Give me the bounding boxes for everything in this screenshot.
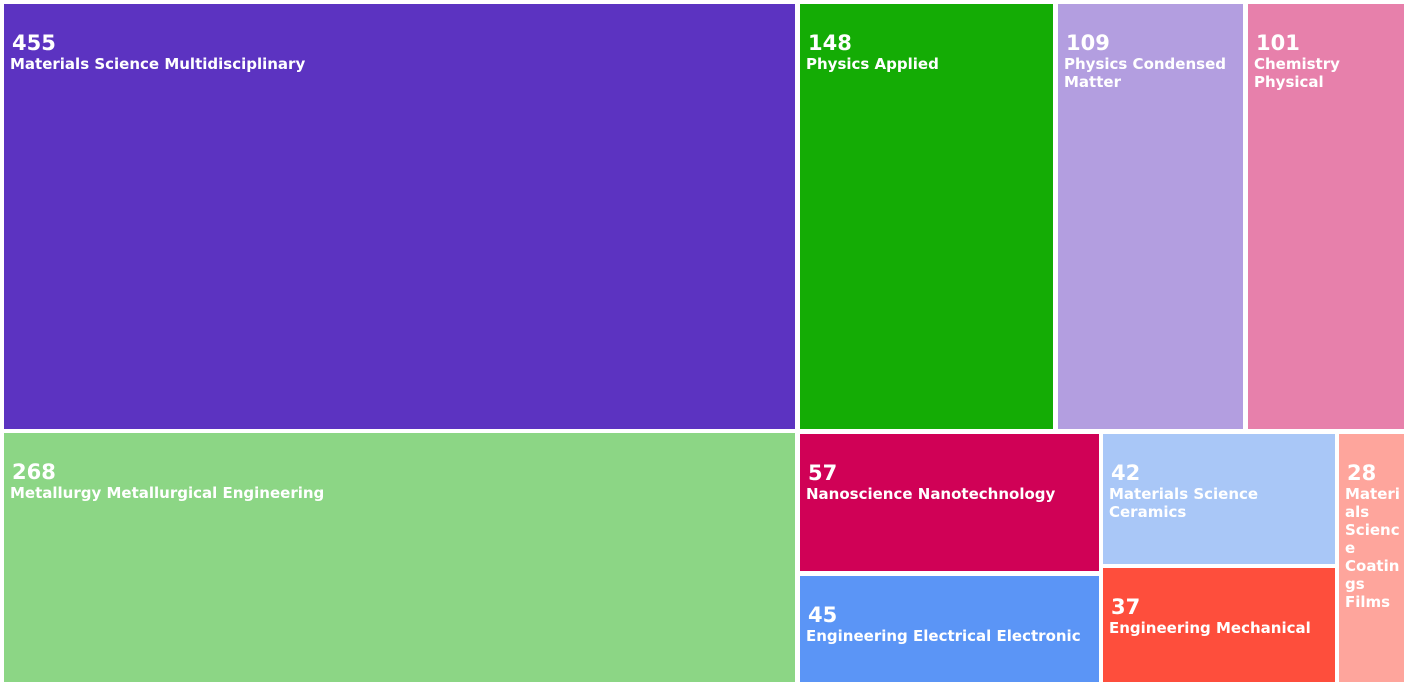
tile-label: Materials Science Ceramics (1109, 485, 1333, 521)
tile-label: Chemistry Physical (1254, 55, 1402, 91)
treemap-tile-materials-science-ceramics[interactable]: 42 Materials Science Ceramics (1103, 434, 1335, 564)
tile-label: Physics Condensed Matter (1064, 55, 1241, 91)
tile-value: 455 (12, 30, 56, 56)
tile-value: 57 (808, 460, 837, 486)
treemap-tile-metallurgy-metallurgical-engineering[interactable]: 268 Metallurgy Metallurgical Engineering (4, 433, 795, 682)
tile-value: 45 (808, 602, 837, 628)
tile-label: Engineering Mechanical (1109, 619, 1333, 637)
treemap-tile-engineering-electrical-electronic[interactable]: 45 Engineering Electrical Electronic (800, 576, 1099, 682)
treemap-tile-nanoscience-nanotechnology[interactable]: 57 Nanoscience Nanotechnology (800, 434, 1099, 571)
tile-value: 268 (12, 459, 56, 485)
treemap-tile-materials-science-coatings-films[interactable]: 28 Materials Science Coatings Films (1339, 434, 1404, 682)
treemap-tile-physics-applied[interactable]: 148 Physics Applied (800, 4, 1053, 429)
tile-label: Nanoscience Nanotechnology (806, 485, 1097, 503)
tile-value: 42 (1111, 460, 1140, 486)
treemap-tile-physics-condensed-matter[interactable]: 109 Physics Condensed Matter (1058, 4, 1243, 429)
tile-value: 148 (808, 30, 852, 56)
tile-label: Engineering Electrical Electronic (806, 627, 1097, 645)
treemap-tile-engineering-mechanical[interactable]: 37 Engineering Mechanical (1103, 568, 1335, 682)
tile-value: 101 (1256, 30, 1300, 56)
tile-label: Materials Science Coatings Films (1345, 485, 1402, 611)
tile-value: 109 (1066, 30, 1110, 56)
treemap-tile-materials-science-multidisciplinary[interactable]: 455 Materials Science Multidisciplinary (4, 4, 795, 429)
tile-label: Metallurgy Metallurgical Engineering (10, 484, 793, 502)
tile-value: 28 (1347, 460, 1376, 486)
tile-label: Physics Applied (806, 55, 1051, 73)
tile-label: Materials Science Multidisciplinary (10, 55, 793, 73)
tile-value: 37 (1111, 594, 1140, 620)
treemap-tile-chemistry-physical[interactable]: 101 Chemistry Physical (1248, 4, 1404, 429)
